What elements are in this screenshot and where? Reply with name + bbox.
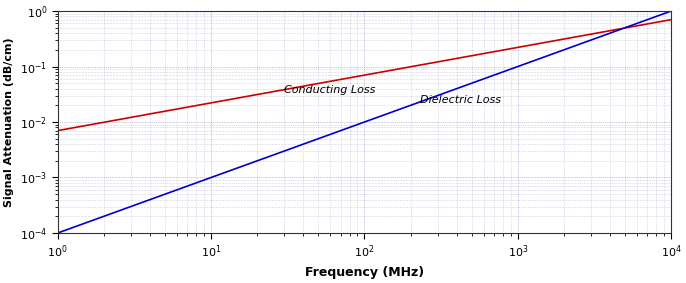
Text: Dielectric Loss: Dielectric Loss (420, 95, 501, 105)
Text: Conducting Loss: Conducting Loss (284, 85, 376, 95)
X-axis label: Frequency (MHz): Frequency (MHz) (305, 265, 424, 278)
Y-axis label: Signal Attenuation (dB/cm): Signal Attenuation (dB/cm) (4, 37, 14, 207)
